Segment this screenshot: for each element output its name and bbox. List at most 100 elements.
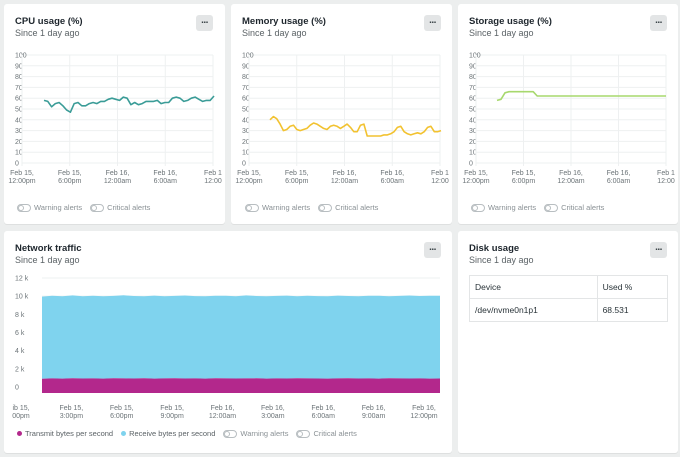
memory-y-tick: 40 bbox=[242, 117, 250, 124]
cpu-y-tick: 0 bbox=[15, 161, 19, 168]
storage-y-tick: 20 bbox=[469, 139, 477, 146]
storage-y-tick: 0 bbox=[469, 161, 473, 168]
network-y-tick: 8 k bbox=[15, 312, 25, 319]
network-critical-alerts-label: Critical alerts bbox=[313, 429, 357, 438]
storage-y-tick: 10 bbox=[469, 150, 477, 157]
memory-y-tick: 70 bbox=[242, 85, 250, 92]
network-traffic-chart: 12 k 10 k 8 k 6 k 4 k 2 k 0 ib 15, 00pm Feb 15, 3:… bbox=[12, 276, 440, 420]
cpu-x-tick: Feb 15, 6:00pm bbox=[58, 170, 82, 185]
cpu-y-tick: 50 bbox=[15, 107, 23, 114]
memory-y-tick: 30 bbox=[242, 128, 250, 135]
column-header-device[interactable]: Device bbox=[469, 275, 598, 299]
storage-warning-alerts-label: Warning alerts bbox=[488, 203, 537, 212]
memory-y-tick: 10 bbox=[242, 150, 250, 157]
memory-series-line bbox=[269, 115, 442, 137]
legend-transmit-label: Transmit bytes per second bbox=[25, 429, 114, 438]
cpu-critical-alerts-toggle[interactable] bbox=[90, 203, 105, 212]
cpu-alerts: Warning alerts Critical alerts bbox=[17, 203, 158, 212]
memory-alerts: Warning alerts Critical alerts bbox=[245, 203, 386, 212]
network-y-tick: 0 bbox=[15, 385, 19, 392]
transmit-legend-dot bbox=[17, 431, 22, 436]
storage-x-tick: Feb 15, 12:00pm bbox=[462, 170, 489, 185]
memory-y-tick: 50 bbox=[242, 107, 250, 114]
memory-x-tick: Feb 1 12:00 bbox=[431, 170, 449, 185]
disk-usage-title: Disk usage bbox=[469, 243, 520, 254]
legend-receive[interactable]: Receive bytes per second bbox=[121, 429, 215, 438]
network-legend: Transmit bytes per second Receive bytes … bbox=[17, 429, 365, 438]
storage-y-tick: 70 bbox=[469, 85, 477, 92]
memory-critical-alerts-toggle[interactable] bbox=[318, 203, 333, 212]
memory-y-tick: 90 bbox=[242, 63, 250, 70]
network-traffic-card: Network traffic Since 1 day ago ... 12 k… bbox=[4, 231, 452, 453]
network-x-tick: Feb 16, 3:00am bbox=[261, 405, 285, 420]
cpu-x-tick: Feb 15, 12:00pm bbox=[8, 170, 35, 185]
storage-warning-alerts-toggle[interactable] bbox=[471, 203, 485, 212]
network-y-tick: 6 k bbox=[15, 330, 25, 337]
network-x-tick: Feb 15, 6:00pm bbox=[110, 405, 134, 420]
network-warning-alerts-label: Warning alerts bbox=[240, 429, 289, 438]
cpu-y-tick: 10 bbox=[15, 150, 23, 157]
memory-critical-alerts-label: Critical alerts bbox=[335, 203, 379, 212]
network-traffic-subtitle: Since 1 day ago bbox=[15, 255, 80, 265]
storage-x-tick: Feb 16, 6:00am bbox=[607, 170, 631, 185]
network-critical-alerts-toggle[interactable] bbox=[296, 429, 311, 438]
storage-x-tick: Feb 1 12:00 bbox=[657, 170, 675, 185]
storage-usage-title: Storage usage (%) bbox=[469, 16, 552, 27]
memory-x-tick: Feb 15, 12:00pm bbox=[235, 170, 262, 185]
memory-warning-alerts-toggle[interactable] bbox=[245, 203, 259, 212]
storage-x-tick: Feb 15, 6:00pm bbox=[512, 170, 536, 185]
cpu-series-line bbox=[43, 95, 215, 113]
cpu-y-tick: 60 bbox=[15, 96, 23, 103]
cpu-warning-alerts-toggle[interactable] bbox=[17, 203, 31, 212]
cpu-usage-title: CPU usage (%) bbox=[15, 16, 83, 27]
storage-usage-card: Storage usage (%) Since 1 day ago ... 10… bbox=[458, 4, 678, 224]
cpu-y-tick: 90 bbox=[15, 63, 23, 70]
memory-usage-card: Memory usage (%) Since 1 day ago ... 100… bbox=[231, 4, 452, 224]
cpu-y-tick: 70 bbox=[15, 85, 23, 92]
cpu-y-tick: 80 bbox=[15, 74, 23, 81]
disk-more-button[interactable]: ... bbox=[650, 242, 667, 258]
storage-y-tick: 40 bbox=[469, 117, 477, 124]
cpu-x-tick: Feb 1 12:00 bbox=[204, 170, 222, 185]
disk-usage-table: Device Used % /dev/nvme0n1p1 68.531 bbox=[469, 275, 669, 322]
table-cell-device: /dev/nvme0n1p1 bbox=[469, 298, 598, 322]
network-y-tick: 12 k bbox=[15, 276, 29, 283]
network-warning-alerts-toggle[interactable] bbox=[223, 429, 238, 438]
cpu-y-tick: 40 bbox=[15, 117, 23, 124]
memory-usage-subtitle: Since 1 day ago bbox=[242, 28, 307, 38]
storage-critical-alerts-toggle[interactable] bbox=[544, 203, 559, 212]
memory-y-tick: 20 bbox=[242, 139, 250, 146]
storage-usage-subtitle: Since 1 day ago bbox=[469, 28, 534, 38]
storage-y-tick: 30 bbox=[469, 128, 477, 135]
cpu-x-tick: Feb 16, 12:00am bbox=[104, 170, 131, 185]
disk-usage-subtitle: Since 1 day ago bbox=[469, 255, 534, 265]
memory-y-tick: 100 bbox=[242, 53, 254, 60]
memory-warning-alerts-label: Warning alerts bbox=[262, 203, 311, 212]
memory-more-button[interactable]: ... bbox=[424, 15, 441, 31]
legend-transmit[interactable]: Transmit bytes per second bbox=[17, 429, 113, 438]
memory-x-tick: Feb 16, 6:00am bbox=[380, 170, 404, 185]
cpu-more-button[interactable]: ... bbox=[196, 15, 213, 31]
transmit-area bbox=[42, 378, 440, 393]
network-x-tick: Feb 16, 12:00pm bbox=[410, 405, 437, 420]
cpu-critical-alerts-label: Critical alerts bbox=[107, 203, 151, 212]
storage-y-tick: 100 bbox=[469, 53, 481, 60]
storage-y-tick: 90 bbox=[469, 63, 477, 70]
network-more-button[interactable]: ... bbox=[424, 242, 441, 258]
network-x-tick: Feb 15, 3:00pm bbox=[60, 405, 84, 420]
cpu-y-tick: 30 bbox=[15, 128, 23, 135]
storage-more-button[interactable]: ... bbox=[650, 15, 667, 31]
table-header-row: Device Used % bbox=[469, 275, 669, 299]
network-x-tick: Feb 16, 12:00am bbox=[209, 405, 236, 420]
disk-usage-card: Disk usage Since 1 day ago ... Device Us… bbox=[458, 231, 678, 453]
storage-y-tick: 60 bbox=[469, 96, 477, 103]
memory-y-tick: 0 bbox=[242, 161, 246, 168]
receive-area bbox=[42, 295, 440, 379]
cpu-usage-subtitle: Since 1 day ago bbox=[15, 28, 80, 38]
cpu-y-tick: 100 bbox=[15, 53, 27, 60]
column-header-used[interactable]: Used % bbox=[596, 275, 669, 299]
storage-y-tick: 80 bbox=[469, 74, 477, 81]
